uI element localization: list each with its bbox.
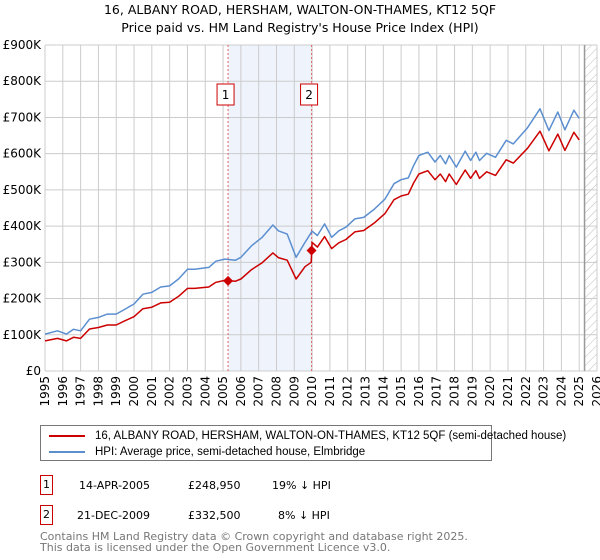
y-tick-label: £500K bbox=[3, 183, 43, 197]
x-tick-label: 1995 bbox=[38, 376, 52, 407]
hpi-series-line bbox=[44, 108, 580, 335]
x-tick-label: 2015 bbox=[394, 376, 408, 407]
y-tick-label: £200K bbox=[3, 292, 43, 306]
x-tick-label: 2004 bbox=[198, 376, 212, 407]
sale-price: £332,500 bbox=[188, 509, 241, 522]
x-tick-label: 2020 bbox=[483, 376, 497, 407]
sale-row-2: 2 21-DEC-2009 £332,500 8% ↓ HPI bbox=[40, 505, 440, 527]
x-tick-label: 2009 bbox=[287, 376, 301, 407]
x-tick-label: 2024 bbox=[554, 376, 568, 407]
y-tick-label: £600K bbox=[3, 147, 43, 161]
sale-point-marker bbox=[223, 275, 234, 286]
legend-item-hpi: HPI: Average price, semi-detached house,… bbox=[49, 444, 365, 460]
y-tick-label: £800K bbox=[3, 74, 43, 88]
x-tick-label: 2017 bbox=[430, 376, 444, 407]
y-tick-label: £400K bbox=[3, 219, 43, 233]
legend: 16, ALBANY ROAD, HERSHAM, WALTON-ON-THAM… bbox=[40, 425, 566, 461]
y-tick-label: £300K bbox=[3, 255, 43, 269]
plot-area: 1995 1996 1997 1998 1999 2000 2001 2002 2003 2004… bbox=[3, 38, 600, 407]
plot-background bbox=[45, 45, 597, 371]
x-tick-label: 2021 bbox=[501, 376, 515, 407]
x-tick-label: 2001 bbox=[145, 376, 159, 407]
x-tick-label: 2003 bbox=[180, 376, 194, 407]
x-tick-label: 2025 bbox=[572, 376, 586, 407]
sale-badge-2: 2 bbox=[40, 505, 53, 525]
x-tick-label: 2012 bbox=[341, 376, 355, 407]
property-series-line bbox=[44, 130, 580, 342]
forecast-hatch bbox=[584, 45, 597, 371]
y-tick-label: £900K bbox=[3, 38, 43, 52]
x-tick-label: 1998 bbox=[91, 376, 105, 407]
legend-label-hpi: HPI: Average price, semi-detached house,… bbox=[95, 446, 366, 458]
sale-price: £248,950 bbox=[188, 479, 241, 492]
x-tick-label: 2010 bbox=[305, 376, 319, 407]
footer-licence: This data is licensed under the Open Gov… bbox=[40, 541, 391, 554]
y-tick-label: £100K bbox=[3, 328, 43, 342]
x-tick-label: 1997 bbox=[74, 376, 88, 407]
sale-label: 1 bbox=[222, 88, 230, 102]
x-tick-label: 2002 bbox=[163, 376, 177, 407]
chart-subtitle: Price paid vs. HM Land Registry's House … bbox=[121, 20, 479, 35]
y-tick-label: £0 bbox=[26, 364, 41, 378]
x-tick-label: 1996 bbox=[56, 376, 70, 407]
x-tick-label: 2018 bbox=[448, 376, 462, 407]
sale-date: 14-APR-2005 bbox=[79, 479, 151, 492]
sale-hpi-diff: 19% ↓ HPI bbox=[272, 479, 331, 492]
x-tick-label: 2011 bbox=[323, 376, 337, 407]
x-tick-label: 2008 bbox=[269, 376, 283, 407]
legend-swatch-hpi bbox=[49, 451, 85, 453]
sale-label-box bbox=[216, 83, 235, 106]
x-tick-label: 2014 bbox=[376, 376, 390, 407]
sale-date: 21-DEC-2009 bbox=[77, 509, 151, 522]
sale-hpi-diff: 8% ↓ HPI bbox=[278, 509, 330, 522]
legend-item-property: 16, ALBANY ROAD, HERSHAM, WALTON-ON-THAM… bbox=[49, 428, 566, 444]
x-tick-label: 2013 bbox=[359, 376, 373, 407]
chart-title: 16, ALBANY ROAD, HERSHAM, WALTON-ON-THAM… bbox=[103, 2, 497, 17]
x-tick-label: 2000 bbox=[127, 376, 141, 407]
x-tick-label: 2016 bbox=[412, 376, 426, 407]
x-tick-label: 2023 bbox=[537, 376, 551, 407]
footer-copyright: Contains HM Land Registry data © Crown c… bbox=[40, 530, 468, 543]
x-tick-label: 2007 bbox=[252, 376, 266, 407]
sale-label: 2 bbox=[305, 88, 313, 102]
legend-swatch-property bbox=[49, 435, 85, 437]
legend-label-property: 16, ALBANY ROAD, HERSHAM, WALTON-ON-THAM… bbox=[95, 430, 567, 442]
x-tick-label: 2019 bbox=[465, 376, 479, 407]
y-tick-label: £700K bbox=[3, 110, 43, 124]
sale-row-1: 1 14-APR-2005 £248,950 19% ↓ HPI bbox=[40, 475, 440, 497]
x-tick-label: 2022 bbox=[519, 376, 533, 407]
sale-badge-1: 1 bbox=[40, 475, 53, 495]
sale-point-marker bbox=[306, 245, 317, 256]
x-tick-label: 1999 bbox=[109, 376, 123, 407]
x-tick-label: 2006 bbox=[234, 376, 248, 407]
sale-period-band bbox=[228, 45, 312, 371]
x-tick-label: 2005 bbox=[216, 376, 230, 407]
sale-label-box bbox=[300, 83, 319, 106]
x-tick-label: 2026 bbox=[590, 376, 600, 407]
